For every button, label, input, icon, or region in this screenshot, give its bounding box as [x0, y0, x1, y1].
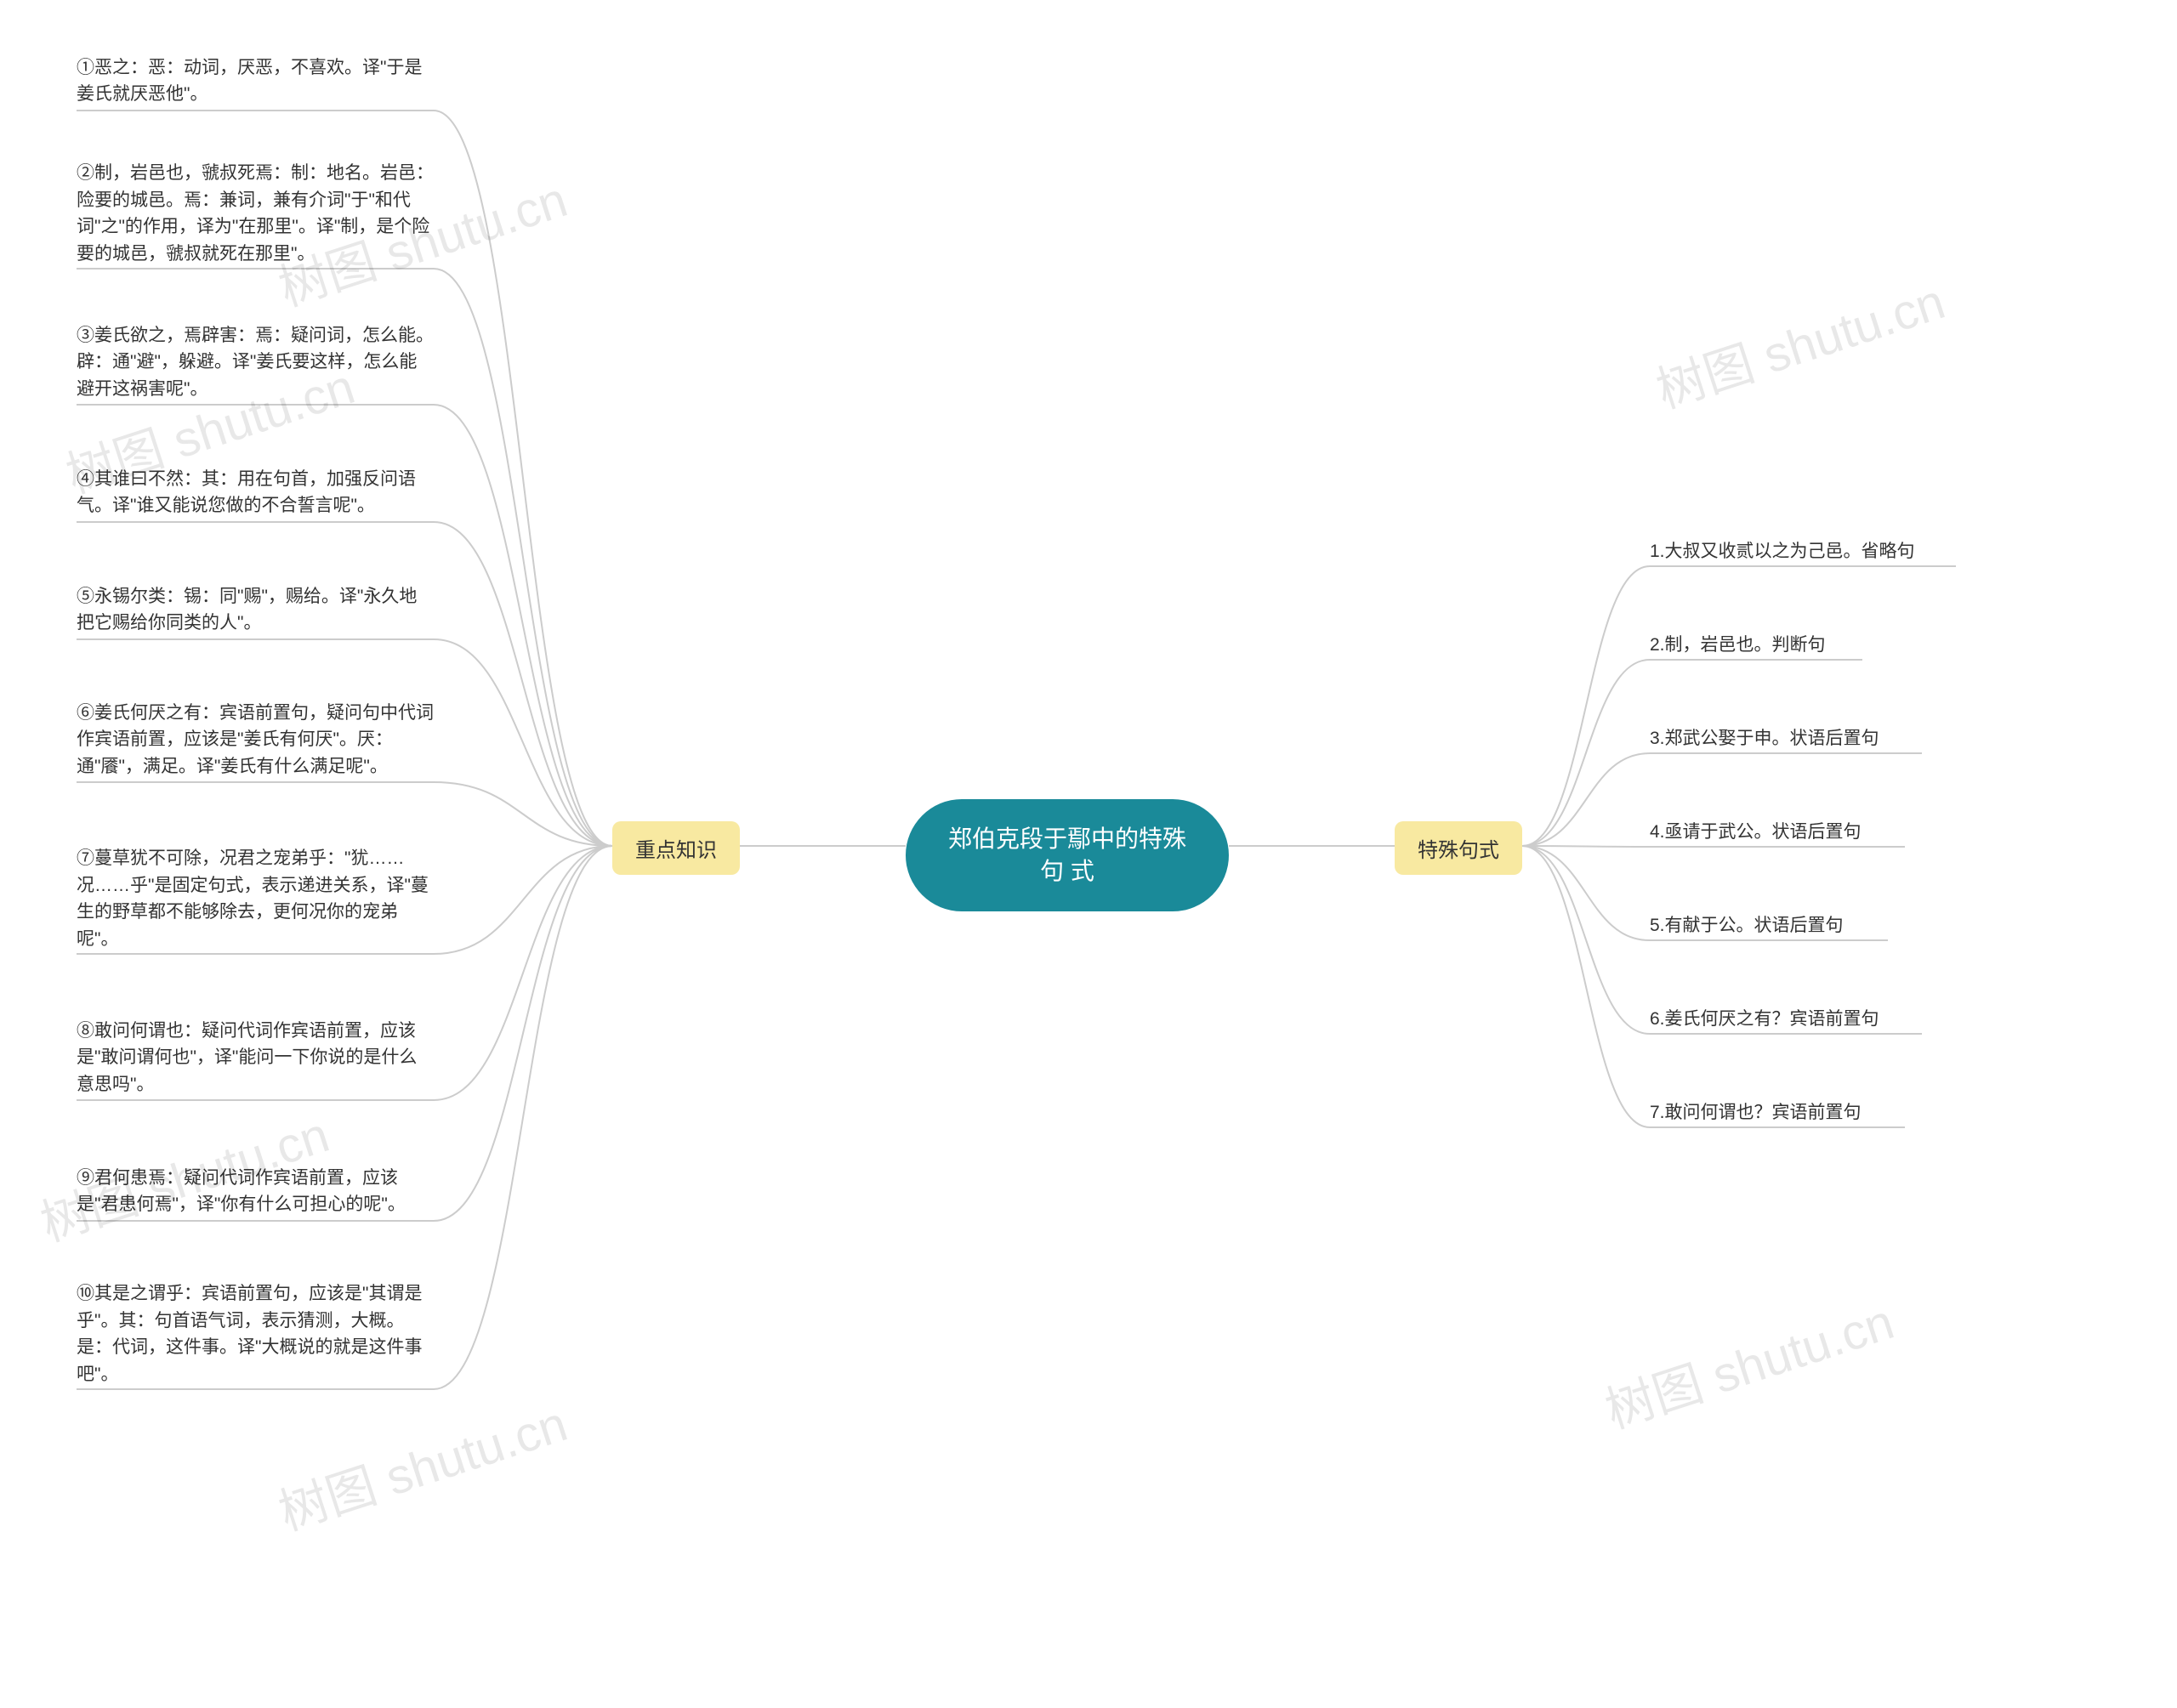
leaf-left-5-label: ⑥姜氏何厌之有：宾语前置句，疑问句中代词作宾语前置，应该是"姜氏有何厌"。厌：通… [77, 700, 434, 780]
branch-left-label: 重点知识 [635, 833, 717, 863]
center-node-label: 郑伯克段于鄢中的特殊句 式 [941, 823, 1193, 888]
leaf-left-7-label: ⑧敢问何谓也：疑问代词作宾语前置，应该是"敢问谓何也"，译"能问一下你说的是什么… [77, 1018, 434, 1098]
watermark-5: 树图 shutu.cn [1595, 1282, 1901, 1442]
leaf-right-1-label: 2.制，岩邑也。判断句 [1650, 632, 1826, 659]
leaf-left-2-label: ③姜氏欲之，焉辟害：焉：疑问词，怎么能。辟：通"避"，躲避。译"姜氏要这样，怎么… [77, 322, 434, 403]
branch-left: 重点知识 [612, 821, 740, 875]
branch-right-label: 特殊句式 [1418, 833, 1499, 863]
leaf-right-6-label: 7.敢问何谓也？宾语前置句 [1650, 1099, 1862, 1126]
leaf-right-0: 1.大叔又收贰以之为己邑。省略句 [1650, 537, 1915, 566]
leaf-left-4: ⑤永锡尔类：锡：同"赐"，赐给。译"永久地把它赐给你同类的人"。 [77, 580, 434, 639]
leaf-right-3: 4.亟请于武公。状语后置句 [1650, 818, 1862, 847]
leaf-left-6: ⑦蔓草犹不可除，况君之宠弟乎："犹……况……乎"是固定句式，表示递进关系，译"蔓… [77, 843, 434, 954]
leaf-right-2: 3.郑武公娶于申。状语后置句 [1650, 724, 1879, 753]
leaf-left-8: ⑨君何患焉：疑问代词作宾语前置，应该是"君患何焉"，译"你有什么可担心的呢"。 [77, 1161, 434, 1221]
leaf-right-5-label: 6.姜氏何厌之有？宾语前置句 [1650, 1006, 1879, 1033]
leaf-left-7: ⑧敢问何谓也：疑问代词作宾语前置，应该是"敢问谓何也"，译"能问一下你说的是什么… [77, 1015, 434, 1100]
leaf-right-0-label: 1.大叔又收贰以之为己邑。省略句 [1650, 538, 1915, 565]
leaf-left-1-label: ②制，岩邑也，虢叔死焉：制：地名。岩邑：险要的城邑。焉：兼词，兼有介词"于"和代… [77, 160, 434, 267]
branch-right: 特殊句式 [1395, 821, 1522, 875]
watermark-4: 树图 shutu.cn [269, 1384, 575, 1544]
leaf-left-8-label: ⑨君何患焉：疑问代词作宾语前置，应该是"君患何焉"，译"你有什么可担心的呢"。 [77, 1165, 434, 1218]
leaf-left-6-label: ⑦蔓草犹不可除，况君之宠弟乎："犹……况……乎"是固定句式，表示递进关系，译"蔓… [77, 845, 434, 952]
leaf-left-0: ①恶之：恶：动词，厌恶，不喜欢。译"于是姜氏就厌恶他"。 [77, 51, 434, 111]
leaf-left-0-label: ①恶之：恶：动词，厌恶，不喜欢。译"于是姜氏就厌恶他"。 [77, 54, 434, 108]
leaf-right-4: 5.有献于公。状语后置句 [1650, 911, 1844, 940]
watermark-2: 树图 shutu.cn [1646, 262, 1952, 422]
center-node: 郑伯克段于鄢中的特殊句 式 [906, 799, 1229, 911]
leaf-right-6: 7.敢问何谓也？宾语前置句 [1650, 1098, 1862, 1127]
leaf-left-9: ⑩其是之谓乎：宾语前置句，应该是"其谓是乎"。其：句首语气词，表示猜测，大概。是… [77, 1279, 434, 1389]
leaf-right-2-label: 3.郑武公娶于申。状语后置句 [1650, 725, 1879, 752]
leaf-right-1: 2.制，岩邑也。判断句 [1650, 631, 1826, 660]
leaf-right-5: 6.姜氏何厌之有？宾语前置句 [1650, 1005, 1879, 1034]
leaf-right-3-label: 4.亟请于武公。状语后置句 [1650, 819, 1862, 846]
leaf-left-9-label: ⑩其是之谓乎：宾语前置句，应该是"其谓是乎"。其：句首语气词，表示猜测，大概。是… [77, 1280, 434, 1387]
leaf-left-2: ③姜氏欲之，焉辟害：焉：疑问词，怎么能。辟：通"避"，躲避。译"姜氏要这样，怎么… [77, 320, 434, 405]
leaf-left-3: ④其谁曰不然：其：用在句首，加强反问语气。译"谁又能说您做的不合誓言呢"。 [77, 462, 434, 522]
leaf-left-5: ⑥姜氏何厌之有：宾语前置句，疑问句中代词作宾语前置，应该是"姜氏有何厌"。厌：通… [77, 697, 434, 782]
leaf-left-3-label: ④其谁曰不然：其：用在句首，加强反问语气。译"谁又能说您做的不合誓言呢"。 [77, 466, 434, 519]
leaf-left-4-label: ⑤永锡尔类：锡：同"赐"，赐给。译"永久地把它赐给你同类的人"。 [77, 583, 434, 637]
leaf-right-4-label: 5.有献于公。状语后置句 [1650, 912, 1844, 939]
leaf-left-1: ②制，岩邑也，虢叔死焉：制：地名。岩邑：险要的城邑。焉：兼词，兼有介词"于"和代… [77, 158, 434, 269]
